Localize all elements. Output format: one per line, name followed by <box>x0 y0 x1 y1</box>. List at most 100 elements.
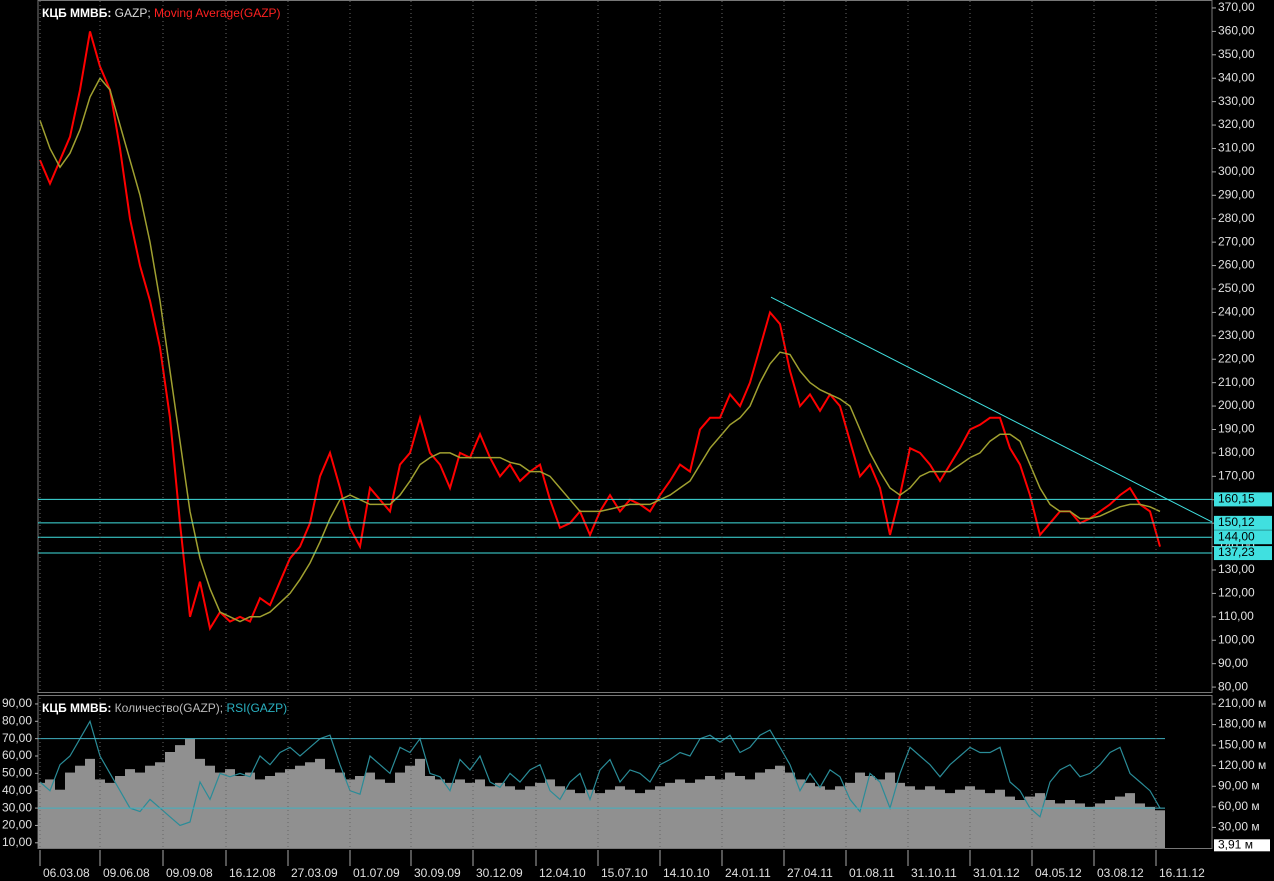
volume-bar <box>45 779 55 848</box>
x-tick-label: 01.07.09 <box>353 866 400 880</box>
volume-bar <box>955 789 965 848</box>
y2-tick-label: 60,00 м <box>1218 799 1260 813</box>
volume-bar <box>995 789 1005 848</box>
volume-bar <box>105 782 115 848</box>
volume-bar <box>965 786 975 848</box>
volume-bar <box>385 782 395 848</box>
volume-bar <box>1155 810 1165 848</box>
current-volume-label: 3,91 м <box>1218 837 1253 851</box>
volume-bar <box>1125 793 1135 848</box>
y-tick-label: 170,00 <box>1218 468 1255 482</box>
volume-bar <box>185 738 195 848</box>
volume-bar <box>1045 799 1055 848</box>
volume-bar <box>435 779 445 848</box>
volume-bar <box>505 786 515 848</box>
volume-bar <box>815 786 825 848</box>
volume-bar <box>785 772 795 848</box>
y-tick-label: 210,00 <box>1218 375 1255 389</box>
y-tick-label: 120,00 <box>1218 586 1255 600</box>
y-tick-label: 270,00 <box>1218 234 1255 248</box>
y-tick-label: 240,00 <box>1218 305 1255 319</box>
volume-bar <box>395 772 405 848</box>
x-tick-label: 31.01.12 <box>973 866 1020 880</box>
level-label-box <box>1214 530 1272 545</box>
volume-bar <box>255 779 265 848</box>
legend-entry: GAZP; <box>115 6 151 20</box>
main-legend: КЦБ ММВБ: GAZP; Moving Average(GAZP) <box>42 6 281 20</box>
volume-bar <box>38 782 45 848</box>
volume-bar <box>905 786 915 848</box>
y2-tick-label: 180,00 м <box>1218 717 1266 731</box>
y-tick-label: 30,00 <box>2 800 32 814</box>
volume-bar <box>425 775 435 848</box>
legend-title: КЦБ ММВБ: <box>42 701 111 715</box>
volume-bar <box>405 765 415 848</box>
y-tick-label: 90,00 <box>2 696 32 710</box>
volume-bar <box>1145 806 1155 848</box>
volume-bar <box>885 772 895 848</box>
volume-bar <box>1085 806 1095 848</box>
x-tick-label: 15.07.10 <box>601 866 648 880</box>
x-tick-label: 27.04.11 <box>787 866 833 880</box>
volume-bar <box>685 782 695 848</box>
volume-bar <box>155 762 165 848</box>
y-tick-label: 20,00 <box>2 818 32 832</box>
volume-bar <box>1065 799 1075 848</box>
y-tick-label: 80,00 <box>2 713 32 727</box>
y-tick-label: 190,00 <box>1218 422 1255 436</box>
y-tick-label: 180,00 <box>1218 445 1255 459</box>
volume-bar <box>745 779 755 848</box>
volume-bar <box>675 779 685 848</box>
volume-bar <box>945 793 955 848</box>
volume-bar <box>925 786 935 848</box>
y2-tick-label: 150,00 м <box>1218 737 1266 751</box>
y-tick-label: 370,00 <box>1218 0 1255 14</box>
volume-bar <box>175 745 185 848</box>
y-tick-label: 220,00 <box>1218 351 1255 365</box>
y-tick-label: 200,00 <box>1218 398 1255 412</box>
volume-bar <box>575 793 585 848</box>
volume-bar <box>875 779 885 848</box>
x-tick-label: 30.12.09 <box>476 866 523 880</box>
y-tick-label: 320,00 <box>1218 117 1255 131</box>
level-label: 150,12 <box>1218 515 1255 529</box>
lower-panel <box>37 695 1213 849</box>
volume-bar <box>345 779 355 848</box>
volume-bar <box>245 772 255 848</box>
volume-bar <box>95 779 105 848</box>
volume-bar <box>145 765 155 848</box>
x-tick-label: 30.09.09 <box>414 866 461 880</box>
y-tick-label: 360,00 <box>1218 24 1255 38</box>
volume-bar <box>75 765 85 848</box>
volume-bar <box>625 789 635 848</box>
volume-bar <box>555 786 565 848</box>
volume-bar <box>825 789 835 848</box>
volume-bar <box>485 786 495 848</box>
volume-bar <box>715 779 725 848</box>
volume-bar <box>115 775 125 848</box>
volume-bar <box>375 779 385 848</box>
volume-bar <box>655 786 665 848</box>
volume-bar <box>985 793 995 848</box>
volume-bar <box>315 758 325 848</box>
x-tick-label: 09.06.08 <box>103 866 150 880</box>
level-label-box <box>1214 492 1272 507</box>
level-label-box <box>1214 515 1272 530</box>
series-group <box>39 31 1161 632</box>
series-group <box>38 719 1165 848</box>
volume-bar <box>135 772 145 848</box>
volume-bar <box>975 789 985 848</box>
x-tick-label: 01.08.11 <box>849 866 895 880</box>
x-tick-label: 06.03.08 <box>43 866 90 880</box>
legend-entry: Количество(GAZP); <box>115 701 223 715</box>
y-tick-label: 110,00 <box>1218 609 1254 623</box>
y-tick-label: 260,00 <box>1218 258 1255 272</box>
level-label: 144,00 <box>1218 529 1255 543</box>
volume-bar <box>355 775 365 848</box>
volume-bar <box>525 786 535 848</box>
volume-bar <box>1015 799 1025 848</box>
volume-bar <box>545 779 555 848</box>
level-label: 137,23 <box>1218 545 1255 559</box>
y2-tick-label: 30,00 м <box>1218 820 1260 834</box>
